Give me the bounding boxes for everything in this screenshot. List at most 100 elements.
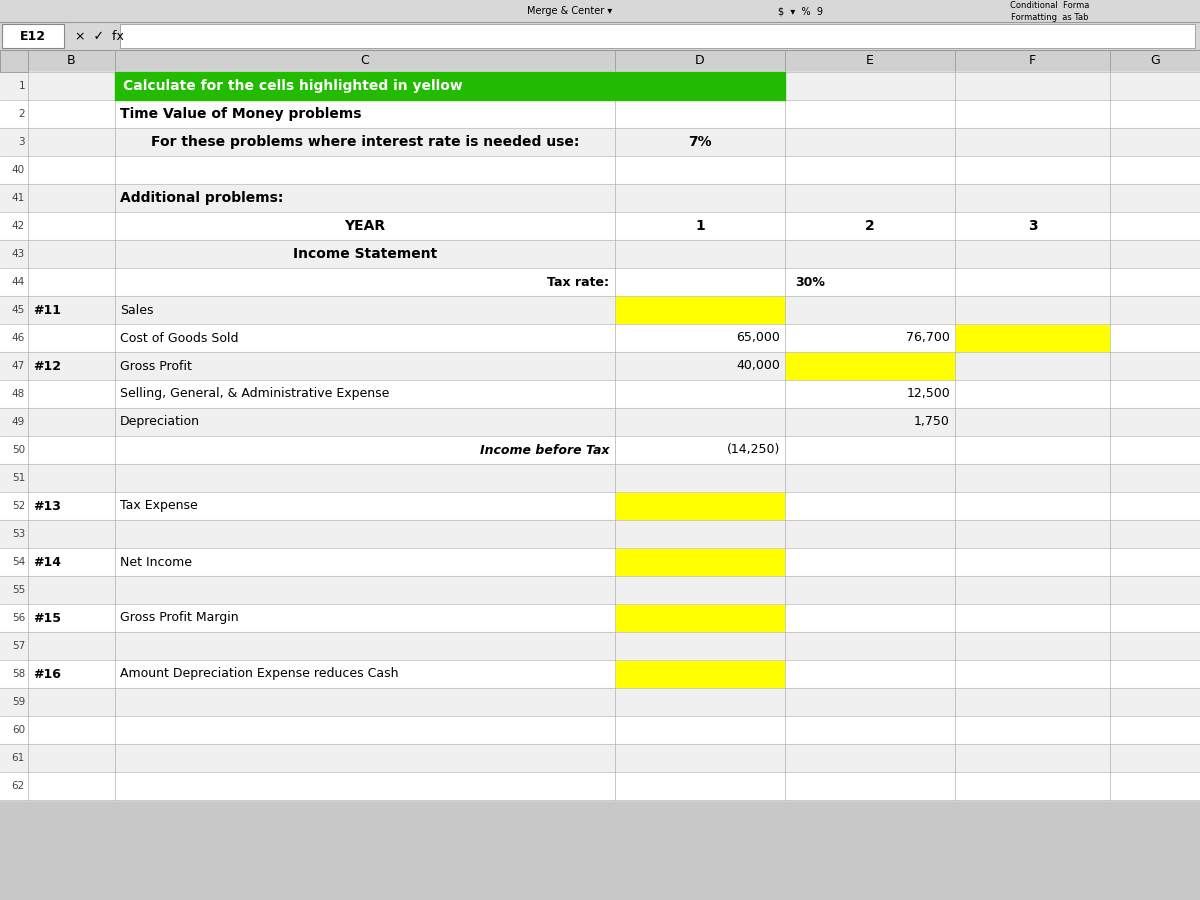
Text: YEAR: YEAR [344, 219, 385, 233]
Bar [0, 408, 1200, 436]
Text: E12: E12 [20, 30, 46, 42]
Text: 62: 62 [12, 781, 25, 791]
Text: 56: 56 [12, 613, 25, 623]
Bar [0, 604, 1200, 632]
Text: #11: #11 [34, 303, 61, 317]
Text: Additional problems:: Additional problems: [120, 191, 283, 205]
Bar [0, 632, 1200, 660]
Text: Conditional  Forma: Conditional Forma [1010, 2, 1090, 11]
Bar [0, 576, 1200, 604]
Bar [0, 576, 1200, 604]
Text: 47: 47 [12, 361, 25, 371]
Bar [0, 72, 1200, 100]
Bar [0, 156, 1200, 184]
Text: 45: 45 [12, 305, 25, 315]
Bar [616, 661, 784, 687]
Text: Amount Depreciation Expense reduces Cash: Amount Depreciation Expense reduces Cash [120, 668, 398, 680]
Bar [0, 0, 1200, 50]
Bar [0, 184, 1200, 212]
Bar [616, 493, 784, 519]
Bar [0, 22, 1200, 50]
Text: (14,250): (14,250) [727, 444, 780, 456]
Bar [0, 660, 1200, 688]
Text: Income Statement: Income Statement [293, 247, 437, 261]
Text: Gross Profit: Gross Profit [120, 359, 192, 373]
Bar [0, 408, 1200, 436]
Bar [616, 605, 784, 631]
Bar [0, 716, 1200, 744]
Bar [0, 0, 1200, 22]
Bar [0, 688, 1200, 716]
Bar [0, 548, 1200, 576]
Text: 7%: 7% [688, 135, 712, 149]
Text: Cost of Goods Sold: Cost of Goods Sold [120, 331, 239, 345]
Bar [0, 772, 1200, 800]
Bar [786, 353, 954, 379]
Bar [120, 24, 1195, 48]
Bar [0, 72, 1200, 100]
Text: Selling, General, & Administrative Expense: Selling, General, & Administrative Expen… [120, 388, 389, 400]
Text: 50: 50 [12, 445, 25, 455]
Text: 3: 3 [18, 137, 25, 147]
Text: Time Value of Money problems: Time Value of Money problems [120, 107, 361, 121]
Text: 46: 46 [12, 333, 25, 343]
Text: 30%: 30% [796, 275, 824, 289]
Bar [0, 352, 1200, 380]
Bar [0, 268, 1200, 296]
Bar [0, 50, 1200, 72]
Text: 76,700: 76,700 [906, 331, 950, 345]
Bar [0, 744, 1200, 772]
Text: 44: 44 [12, 277, 25, 287]
Text: 1,750: 1,750 [914, 416, 950, 428]
Bar [0, 744, 1200, 772]
Text: 65,000: 65,000 [736, 331, 780, 345]
Bar [0, 436, 1200, 464]
Bar [0, 520, 1200, 548]
Bar [0, 184, 1200, 212]
Text: 60: 60 [12, 725, 25, 735]
Text: G: G [1150, 55, 1160, 68]
Text: Income before Tax: Income before Tax [480, 444, 610, 456]
Text: Gross Profit Margin: Gross Profit Margin [120, 611, 239, 625]
Text: ×  ✓  fx: × ✓ fx [74, 30, 124, 42]
Bar [0, 212, 1200, 240]
Text: Depreciation: Depreciation [120, 416, 200, 428]
Bar [0, 380, 1200, 408]
Bar [2, 24, 64, 48]
Bar [0, 240, 1200, 268]
Bar [0, 50, 28, 72]
Text: 2: 2 [865, 219, 875, 233]
Text: #15: #15 [34, 611, 61, 625]
Bar [0, 464, 1200, 492]
Bar [616, 297, 784, 323]
Text: #14: #14 [34, 555, 61, 569]
Text: Merge & Center ▾: Merge & Center ▾ [527, 6, 613, 16]
Text: 1: 1 [18, 81, 25, 91]
Text: 1: 1 [695, 219, 704, 233]
Bar [115, 72, 785, 100]
Text: 53: 53 [12, 529, 25, 539]
Text: 61: 61 [12, 753, 25, 763]
Text: 52: 52 [12, 501, 25, 511]
Text: Tax Expense: Tax Expense [120, 500, 198, 512]
Text: Conditional  Forma: Conditional Forma [1010, 2, 1090, 11]
Text: #12: #12 [34, 359, 61, 373]
Text: E12: E12 [20, 30, 46, 42]
Bar [0, 464, 1200, 492]
Text: 43: 43 [12, 249, 25, 259]
Text: Formatting  as Tab: Formatting as Tab [1012, 13, 1088, 22]
Text: 3: 3 [1027, 219, 1037, 233]
Text: 42: 42 [12, 221, 25, 231]
Text: C: C [361, 55, 370, 68]
Text: 57: 57 [12, 641, 25, 651]
Text: Net Income: Net Income [120, 555, 192, 569]
Text: 51: 51 [12, 473, 25, 483]
Bar [0, 100, 1200, 128]
Bar [0, 800, 1200, 900]
Text: ×  ✓  fx: × ✓ fx [74, 30, 124, 42]
Bar [0, 632, 1200, 660]
Bar [2, 24, 64, 48]
Text: 2: 2 [18, 109, 25, 119]
Bar [0, 324, 1200, 352]
Text: For these problems where interest rate is needed use:: For these problems where interest rate i… [151, 135, 580, 149]
